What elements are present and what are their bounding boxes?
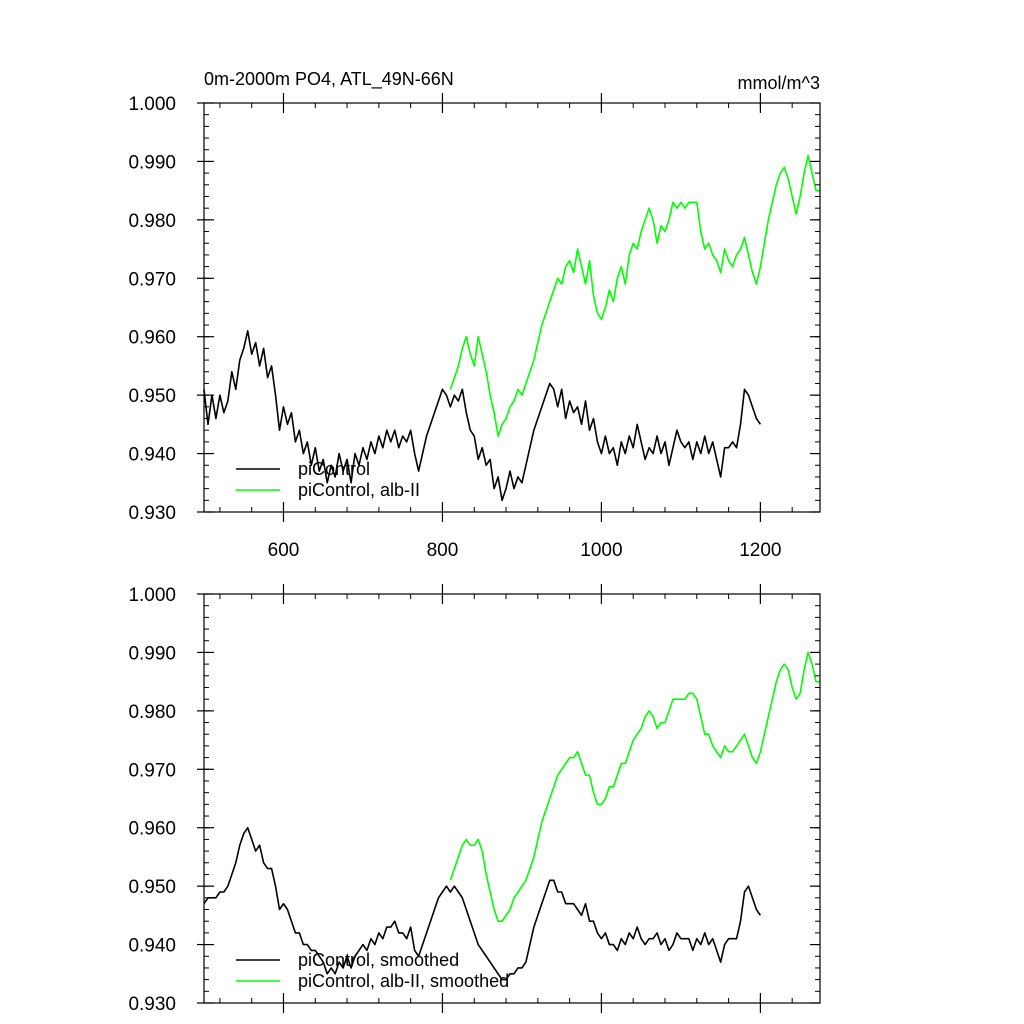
series-line-0 (203, 330, 762, 502)
chart-title: 0m-2000m PO4, ATL_49N-66N (204, 69, 454, 90)
y-tick-label: 0.930 (128, 994, 176, 1015)
legend-label-0: piControl, smoothed (298, 950, 459, 970)
x-tick-label: 600 (268, 540, 300, 561)
units-label: mmol/m^3 (738, 73, 820, 93)
y-tick-label: 0.960 (128, 819, 176, 840)
y-tick-label: 0.980 (128, 211, 176, 232)
panel-top: 0.930 0.940 0.950 0.960 0.970 0.980 0.990 1.000… (128, 69, 821, 561)
y-tick-label: 0.990 (128, 152, 176, 173)
series-line-1 (449, 651, 820, 922)
y-tick-label: 0.970 (128, 269, 176, 290)
y-tick-label: 0.960 (128, 328, 176, 349)
y-tick-label: 0.990 (128, 643, 176, 664)
y-tick-label: 0.950 (128, 386, 176, 407)
y-tick-label: 1.000 (128, 585, 176, 606)
series-line-1 (449, 154, 820, 437)
series-line-0 (203, 826, 762, 981)
y-tick-label: 0.930 (128, 503, 176, 524)
plot-frame (203, 102, 821, 513)
legend-label-1: piControl, alb-II, smoothed (298, 971, 509, 991)
x-tick-label: 1000 (580, 540, 622, 561)
legend-label-0: piControl (298, 459, 370, 479)
y-tick-label: 0.970 (128, 760, 176, 781)
x-tick-label: 800 (427, 540, 459, 561)
legend-label-1: piControl, alb-II (298, 480, 420, 500)
y-tick-label: 0.950 (128, 877, 176, 898)
panel-bottom: 0.930 0.940 0.950 0.960 0.970 0.980 0.990 1.000… (128, 584, 821, 1015)
plot-frame (203, 593, 821, 1004)
y-tick-label: 0.940 (128, 936, 176, 957)
y-tick-label: 1.000 (128, 94, 176, 115)
y-tick-label: 0.940 (128, 445, 176, 466)
x-tick-label: 1200 (739, 540, 781, 561)
y-tick-label: 0.980 (128, 702, 176, 723)
